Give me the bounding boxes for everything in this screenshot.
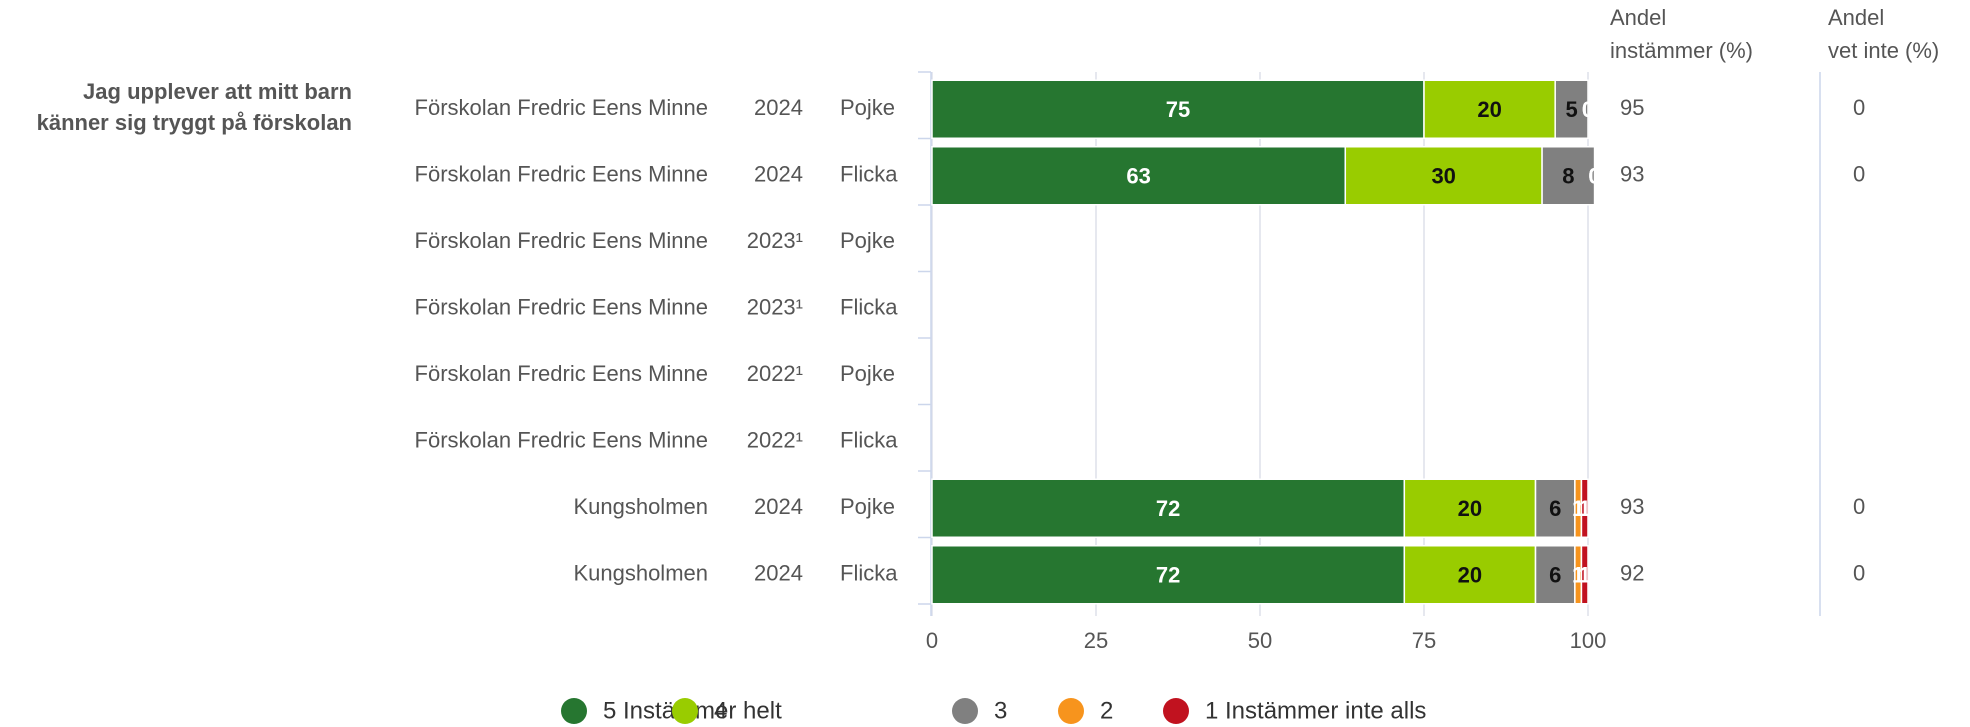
bar-segment: [931, 545, 1406, 605]
column-header: Andel: [1828, 5, 1884, 30]
category-school: Förskolan Fredric Eens Minne: [415, 228, 708, 253]
data-label: 1: [1579, 563, 1591, 588]
data-label: 6: [1549, 496, 1561, 521]
data-label: 1: [1572, 563, 1584, 588]
category-school: Förskolan Fredric Eens Minne: [415, 95, 708, 120]
legend-swatch[interactable]: [672, 698, 698, 724]
category-gender: Pojke: [840, 494, 895, 519]
bar-segment: [931, 79, 1425, 139]
category-school: Förskolan Fredric Eens Minne: [415, 361, 708, 386]
x-tick-label: 50: [1248, 628, 1272, 653]
bar-segment: [1541, 146, 1596, 206]
data-label: 1: [1579, 496, 1591, 521]
legend-label[interactable]: 4: [714, 697, 727, 724]
category-school: Förskolan Fredric Eens Minne: [415, 295, 708, 320]
legend-swatch[interactable]: [1058, 698, 1084, 724]
category-gender: Flicka: [840, 162, 898, 187]
category-school: Kungsholmen: [573, 494, 708, 519]
category-school: Förskolan Fredric Eens Minne: [415, 428, 708, 453]
data-label: 0: [1588, 164, 1600, 189]
data-label: 8: [1562, 164, 1574, 189]
category-year: 2024: [754, 162, 803, 187]
bar-segment: [1554, 79, 1589, 139]
category-year: 2023¹: [747, 228, 803, 253]
question-line: känner sig tryggt på förskolan: [37, 110, 352, 135]
category-gender: Pojke: [840, 95, 895, 120]
data-label: 0: [1582, 97, 1594, 122]
category-year: 2024: [754, 95, 803, 120]
column-header: Andel: [1610, 5, 1666, 30]
category-year: 2024: [754, 494, 803, 519]
category-year: 2023¹: [747, 295, 803, 320]
bar-segment: [931, 478, 1406, 538]
x-tick-label: 100: [1570, 628, 1607, 653]
x-tick-label: 25: [1084, 628, 1108, 653]
column-value: 0: [1853, 494, 1865, 519]
data-label: 20: [1477, 97, 1501, 122]
column-value: 92: [1620, 561, 1644, 586]
column-value: 0: [1853, 561, 1865, 586]
category-year: 2022¹: [747, 361, 803, 386]
category-gender: Pojke: [840, 361, 895, 386]
column-header: vet inte (%): [1828, 38, 1939, 63]
data-label: 20: [1458, 563, 1482, 588]
column-value: 93: [1620, 162, 1644, 187]
legend-label[interactable]: 2: [1100, 697, 1113, 724]
category-gender: Flicka: [840, 295, 898, 320]
category-gender: Flicka: [840, 561, 898, 586]
data-label: 5: [1565, 97, 1577, 122]
data-label: 72: [1156, 563, 1180, 588]
data-label: 6: [1549, 563, 1561, 588]
category-year: 2022¹: [747, 428, 803, 453]
column-value: 0: [1853, 95, 1865, 120]
data-label: 20: [1458, 496, 1482, 521]
legend-swatch[interactable]: [1163, 698, 1189, 724]
legend-label[interactable]: 3: [994, 697, 1007, 724]
bar-segment: [1344, 146, 1543, 206]
category-school: Kungsholmen: [573, 561, 708, 586]
data-label: 0: [1582, 97, 1594, 122]
bar-segment: [931, 146, 1347, 206]
legend-swatch[interactable]: [952, 698, 978, 724]
legend-label[interactable]: 1 Instämmer inte alls: [1205, 697, 1426, 724]
x-tick-label: 75: [1412, 628, 1436, 653]
data-label: 63: [1126, 164, 1150, 189]
bar-segment: [1580, 545, 1589, 605]
data-label: 75: [1166, 97, 1190, 122]
column-header: instämmer (%): [1610, 38, 1753, 63]
bar-segment: [1580, 478, 1589, 538]
category-gender: Pojke: [840, 228, 895, 253]
bar-segment: [1534, 478, 1576, 538]
data-label: 30: [1431, 164, 1455, 189]
category-gender: Flicka: [840, 428, 898, 453]
data-label: 1: [1572, 496, 1584, 521]
column-value: 0: [1853, 162, 1865, 187]
legend-swatch[interactable]: [561, 698, 587, 724]
column-value: 93: [1620, 494, 1644, 519]
x-tick-label: 0: [926, 628, 938, 653]
data-label: 72: [1156, 496, 1180, 521]
category-year: 2024: [754, 561, 803, 586]
data-label: 0: [1588, 164, 1600, 189]
question-line: Jag upplever att mitt barn: [83, 79, 352, 104]
column-value: 95: [1620, 95, 1644, 120]
category-school: Förskolan Fredric Eens Minne: [415, 162, 708, 187]
